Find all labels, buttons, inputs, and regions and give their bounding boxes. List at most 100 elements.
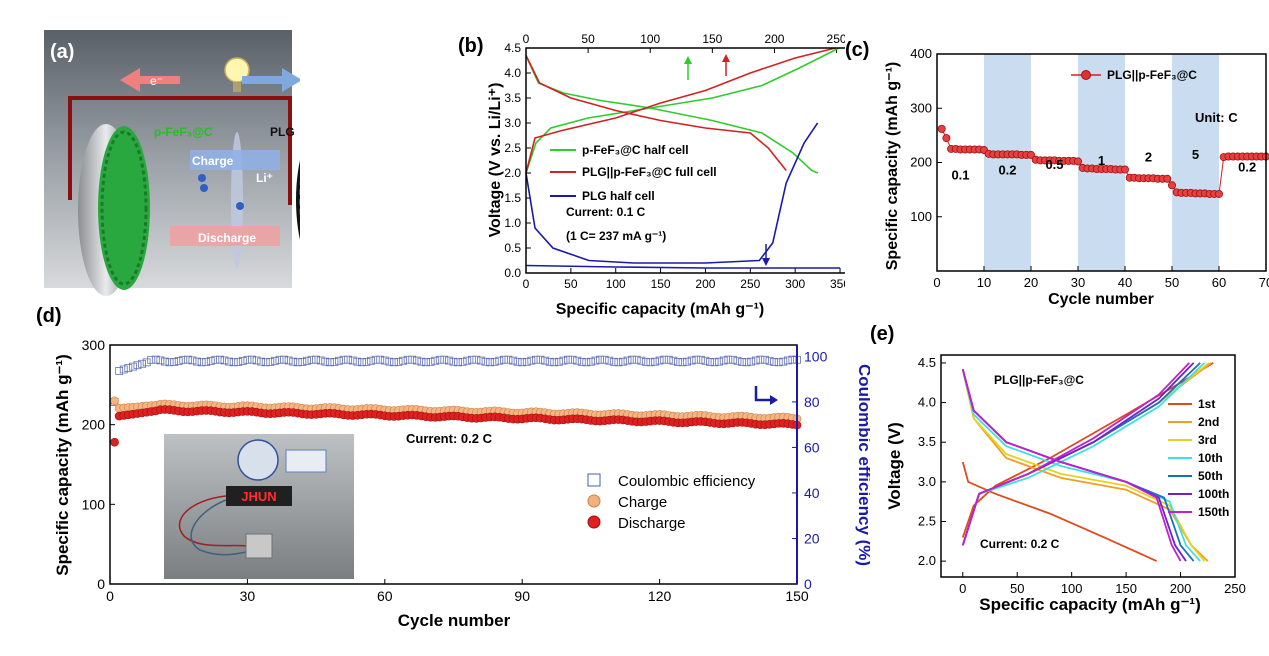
panel-e-label: (e) (870, 323, 894, 345)
d-y-tick-label: 0 (97, 576, 105, 592)
e-x-axis-label: Specific capacity (mAh g⁻¹) (979, 595, 1201, 614)
d-axis-arrow-head (770, 395, 778, 405)
d-ce-point (270, 356, 279, 365)
d-x-axis-label: Cycle number (398, 611, 511, 630)
b-legend-entry: PLG||p-FeF₃@C full cell (582, 165, 717, 179)
d-ce-point (486, 358, 495, 367)
d-ce-point (188, 356, 197, 365)
d-y-tick-label: 300 (82, 337, 106, 353)
d-ce-point (591, 356, 600, 365)
e-discharge-curve (961, 369, 1182, 562)
c-data-point (1073, 157, 1082, 166)
d-ce-point (472, 355, 481, 364)
d-x-tick-label: 120 (648, 588, 672, 604)
d-ce-point (275, 355, 284, 364)
d-ce-point (463, 356, 472, 365)
e-y-tick-label: 4.5 (918, 355, 936, 370)
chart-c: (c) 0 10 20 30 40 50 60 70 100 200 300 400 Specific… (845, 39, 1269, 308)
b-y-tick-label: 4.5 (504, 41, 521, 55)
c-frame (936, 53, 1267, 272)
d-ce-point (499, 355, 508, 364)
b-x-tick-label: 150 (651, 277, 671, 291)
d-ce-point (596, 355, 604, 364)
e-legend: 1st 2nd 3rd 10th 50th 100th 150th (1168, 397, 1229, 519)
d-ce-point (664, 355, 673, 364)
d-ce-point (614, 358, 623, 367)
b-arrow-green-head (684, 56, 692, 64)
d-y-tick-label: 100 (82, 496, 106, 512)
d-ce-point (225, 357, 233, 366)
b-legend-entry: PLG half cell (582, 189, 655, 203)
e-ticks: 0 50 100 150 200 250 2.0 2.5 3.0 3.5 4.0 4.5 (918, 355, 1246, 596)
c-data-point (1026, 150, 1035, 159)
c-y-axis-label: Specific capacity (mAh g⁻¹) (884, 62, 901, 271)
d-ce-point (458, 357, 467, 366)
d-ce-point (303, 356, 311, 365)
d-ce-point (715, 357, 724, 366)
c-rate-band (1078, 54, 1125, 271)
d-ce-point (156, 356, 165, 365)
d-ce-point (248, 355, 256, 364)
d-ce-point (623, 356, 632, 365)
d-ce-point (609, 357, 618, 366)
motor-icon (245, 533, 273, 559)
d-ce-point (321, 357, 330, 366)
b-x-tick-label: 350 (830, 277, 845, 291)
d-ce-point (330, 357, 339, 366)
panel-b: (b) 0 50 100 150 200 250 300 350 0 50 100 150 200 250… (450, 0, 850, 320)
b-x-tick-label: 50 (564, 277, 578, 291)
c-y-tick-label: 100 (910, 209, 932, 224)
b-legend-entry: p-FeF₃@C half cell (582, 143, 689, 157)
e-title: PLG||p-FeF₃@C (994, 373, 1084, 387)
panel-a: e⁻ e⁻ Charge Discharge p-FeF₃@C PLG Li⁺ … (0, 0, 363, 300)
charge-arrow (190, 150, 280, 170)
electron-arrow-right (242, 68, 302, 92)
e-y-tick-label: 2.0 (918, 553, 936, 568)
d-ce-point (619, 357, 627, 366)
ion-dot (200, 184, 208, 192)
d-ce-point (449, 357, 458, 366)
anode-label: PLG (270, 125, 295, 139)
d-ce-point (728, 355, 737, 364)
d-ce-point (701, 356, 710, 365)
d-ce-point (779, 357, 788, 366)
d-ce-point (385, 357, 394, 366)
d-ce-point (307, 355, 316, 364)
d-x-tick-label: 150 (785, 588, 809, 604)
d-annotation: Current: 0.2 C (406, 431, 493, 446)
d-x-tick-label: 0 (106, 588, 114, 604)
c-rate-label: 0.2 (1238, 160, 1256, 175)
b-y-tick-label: 2.0 (504, 166, 521, 180)
d-ce-point (394, 357, 403, 366)
d-ce-point (573, 356, 582, 365)
d-ce-point (788, 355, 797, 364)
b-x-tick-label: 250 (740, 277, 760, 291)
panel-b-label: (b) (458, 35, 484, 57)
d-y-axis-label: Specific capacity (mAh g⁻¹) (53, 354, 72, 576)
d-ce-point (206, 356, 215, 365)
e-x-tick-label: 200 (1170, 581, 1192, 596)
d-ce-point (417, 357, 426, 366)
d-ce-point (339, 355, 348, 364)
e-discharge-curve (961, 369, 1206, 562)
d-ce-point (541, 356, 549, 365)
d-ce-point (440, 355, 449, 364)
d-ce-point (119, 365, 128, 374)
e-legend-entry: 150th (1198, 505, 1229, 519)
e-x-tick-label: 50 (1010, 581, 1024, 596)
b-x-tick-label: 100 (606, 277, 626, 291)
b-x-tick-label: 300 (785, 277, 805, 291)
d-ce-point (202, 358, 211, 366)
d-ce-point (403, 355, 412, 364)
c-x-tick-label: 40 (1118, 275, 1132, 290)
e-y-tick-label: 3.5 (918, 434, 936, 449)
d-ce-point (220, 356, 229, 365)
d-points (110, 355, 802, 447)
d-ce-point (719, 356, 728, 365)
device-wire-blue (190, 499, 247, 556)
d-ce-point (266, 358, 275, 366)
c-x-tick-label: 30 (1071, 275, 1085, 290)
d-ce-point (325, 358, 334, 367)
d-x-tick-label: 90 (514, 588, 530, 604)
